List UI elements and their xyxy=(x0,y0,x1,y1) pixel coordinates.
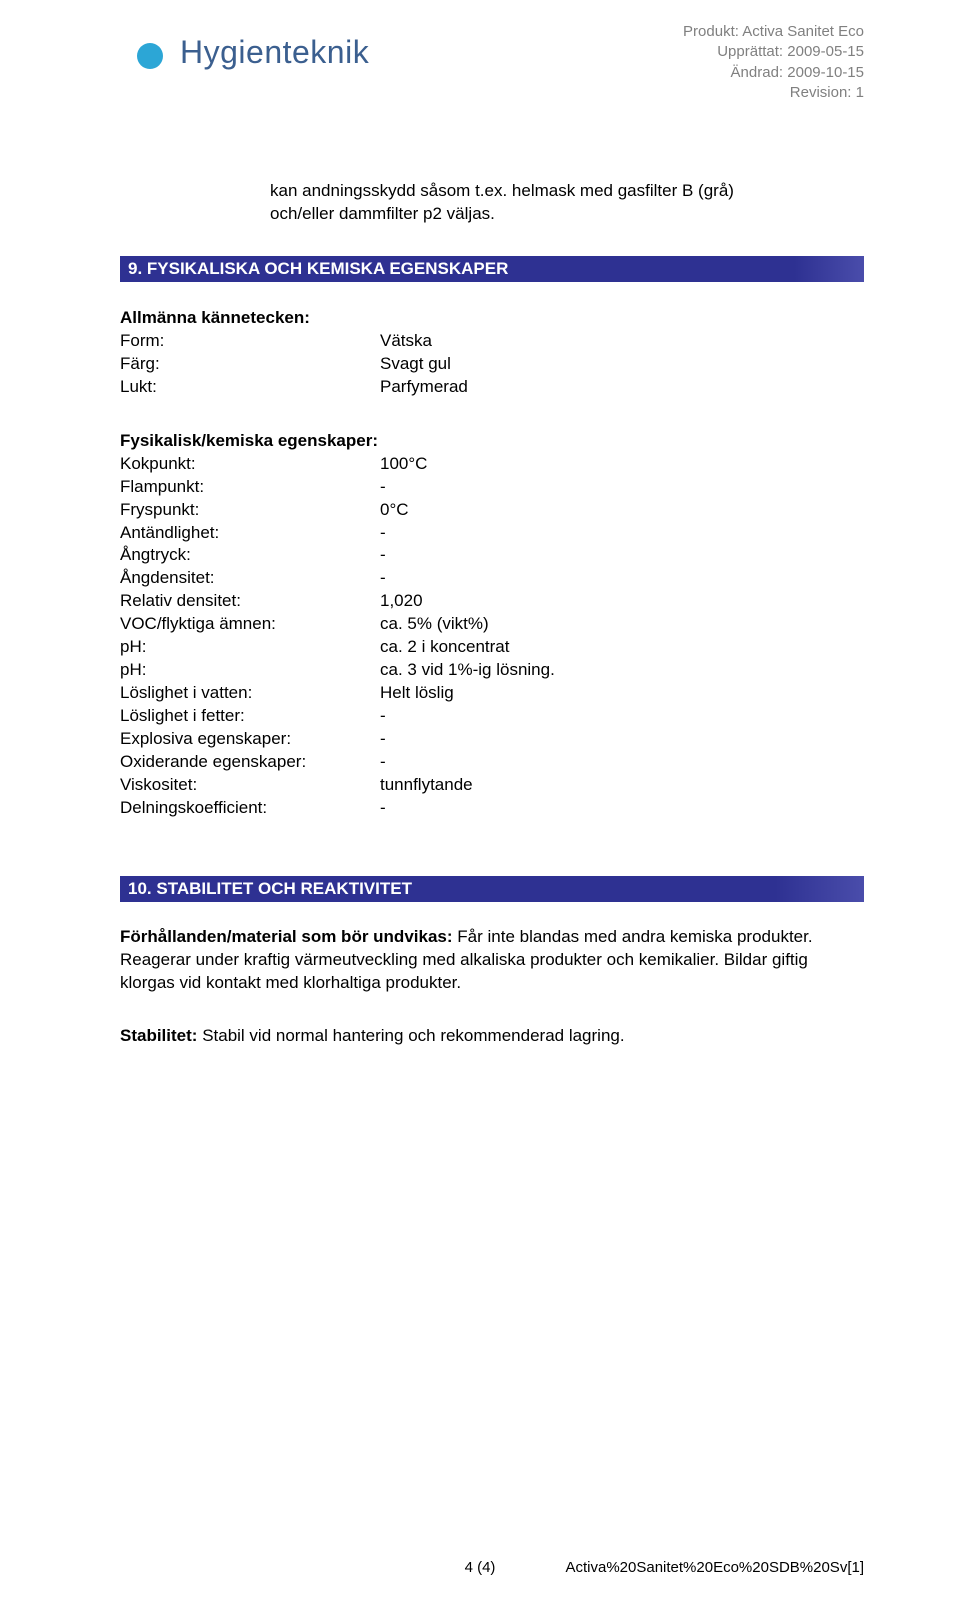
section-9-title: 9. FYSIKALISKA OCH KEMISKA EGENSKAPER xyxy=(120,256,516,282)
created-label: Upprättat: xyxy=(717,43,783,60)
general-heading: Allmänna kännetecken: xyxy=(120,308,864,328)
property-row: Delningskoefficient:- xyxy=(120,797,864,820)
revision-line: Revision: 1 xyxy=(683,83,864,103)
stability-label: Stabilitet: xyxy=(120,1026,197,1045)
property-key: Ångdensitet: xyxy=(120,567,380,590)
changed-label: Ändrad: xyxy=(731,64,784,81)
property-value: - xyxy=(380,476,864,499)
property-value: tunnflytande xyxy=(380,774,864,797)
property-value: 100°C xyxy=(380,453,864,476)
property-value: - xyxy=(380,728,864,751)
revision-value: 1 xyxy=(856,84,864,101)
section-10-title: 10. STABILITET OCH REAKTIVITET xyxy=(120,876,420,902)
property-key: Lukt: xyxy=(120,376,380,399)
property-value: Vätska xyxy=(380,330,864,353)
property-key: Explosiva egenskaper: xyxy=(120,728,380,751)
property-key: Färg: xyxy=(120,353,380,376)
property-value: - xyxy=(380,544,864,567)
product-value: Activa Sanitet Eco xyxy=(742,23,864,40)
header-meta: Produkt: Activa Sanitet Eco Upprättat: 2… xyxy=(683,22,864,103)
changed-value: 2009-10-15 xyxy=(787,64,864,81)
avoid-label: Förhållanden/material som bör undvikas: xyxy=(120,927,453,946)
property-key: Kokpunkt: xyxy=(120,453,380,476)
property-key: Delningskoefficient: xyxy=(120,797,380,820)
property-value: 0°C xyxy=(380,499,864,522)
property-row: Explosiva egenskaper:- xyxy=(120,728,864,751)
property-row: Färg:Svagt gul xyxy=(120,353,864,376)
property-row: Kokpunkt:100°C xyxy=(120,453,864,476)
product-line: Produkt: Activa Sanitet Eco xyxy=(683,22,864,42)
property-row: Ångdensitet:- xyxy=(120,567,864,590)
property-value: - xyxy=(380,705,864,728)
stability-paragraph: Stabilitet: Stabil vid normal hantering … xyxy=(120,1025,864,1048)
phys-heading: Fysikalisk/kemiska egenskaper: xyxy=(120,431,864,451)
stability-text: Stabil vid normal hantering och rekommen… xyxy=(202,1026,624,1045)
property-row: Flampunkt:- xyxy=(120,476,864,499)
property-key: Form: xyxy=(120,330,380,353)
property-row: Viskositet:tunnflytande xyxy=(120,774,864,797)
property-row: VOC/flyktiga ämnen:ca. 5% (vikt%) xyxy=(120,613,864,636)
property-key: Flampunkt: xyxy=(120,476,380,499)
property-value: Svagt gul xyxy=(380,353,864,376)
property-row: Ångtryck:- xyxy=(120,544,864,567)
property-value: ca. 2 i koncentrat xyxy=(380,636,864,659)
property-value: - xyxy=(380,751,864,774)
created-line: Upprättat: 2009-05-15 xyxy=(683,42,864,62)
product-label: Produkt: xyxy=(683,23,739,40)
property-key: VOC/flyktiga ämnen: xyxy=(120,613,380,636)
property-key: Fryspunkt: xyxy=(120,499,380,522)
changed-line: Ändrad: 2009-10-15 xyxy=(683,63,864,83)
general-properties-list: Form:VätskaFärg:Svagt gulLukt:Parfymerad xyxy=(120,330,864,399)
property-value: Helt löslig xyxy=(380,682,864,705)
section-bar-tail xyxy=(420,876,864,902)
property-key: Löslighet i vatten: xyxy=(120,682,380,705)
page: Produkt: Activa Sanitet Eco Upprättat: 2… xyxy=(0,0,960,1616)
brand-text: Hygienteknik xyxy=(180,34,369,71)
property-value: - xyxy=(380,797,864,820)
property-key: pH: xyxy=(120,659,380,682)
property-row: Oxiderande egenskaper:- xyxy=(120,751,864,774)
property-row: pH:ca. 2 i koncentrat xyxy=(120,636,864,659)
property-key: Antändlighet: xyxy=(120,522,380,545)
property-row: Lukt:Parfymerad xyxy=(120,376,864,399)
property-value: - xyxy=(380,522,864,545)
created-value: 2009-05-15 xyxy=(787,43,864,60)
logo-icon xyxy=(120,26,172,78)
property-row: Löslighet i vatten:Helt löslig xyxy=(120,682,864,705)
property-row: Relativ densitet:1,020 xyxy=(120,590,864,613)
property-key: Relativ densitet: xyxy=(120,590,380,613)
property-key: Viskositet: xyxy=(120,774,380,797)
section-9-bar: 9. FYSIKALISKA OCH KEMISKA EGENSKAPER xyxy=(120,256,864,282)
footer-filename: Activa%20Sanitet%20Eco%20SDB%20Sv[1] xyxy=(565,1559,864,1576)
property-value: ca. 3 vid 1%-ig lösning. xyxy=(380,659,864,682)
property-value: 1,020 xyxy=(380,590,864,613)
physical-properties-list: Kokpunkt:100°CFlampunkt:-Fryspunkt:0°CAn… xyxy=(120,453,864,820)
property-key: Löslighet i fetter: xyxy=(120,705,380,728)
property-row: pH:ca. 3 vid 1%-ig lösning. xyxy=(120,659,864,682)
property-value: ca. 5% (vikt%) xyxy=(380,613,864,636)
property-key: pH: xyxy=(120,636,380,659)
section-bar-tail xyxy=(516,256,864,282)
revision-label: Revision: xyxy=(790,84,852,101)
property-value: - xyxy=(380,567,864,590)
brand-logo: Hygienteknik xyxy=(120,26,369,78)
property-row: Fryspunkt:0°C xyxy=(120,499,864,522)
property-row: Antändlighet:- xyxy=(120,522,864,545)
avoid-conditions-paragraph: Förhållanden/material som bör undvikas: … xyxy=(120,926,864,995)
property-row: Löslighet i fetter:- xyxy=(120,705,864,728)
property-value: Parfymerad xyxy=(380,376,864,399)
intro-paragraph: kan andningsskydd såsom t.ex. helmask me… xyxy=(270,180,770,226)
section-10-bar: 10. STABILITET OCH REAKTIVITET xyxy=(120,876,864,902)
property-key: Oxiderande egenskaper: xyxy=(120,751,380,774)
property-row: Form:Vätska xyxy=(120,330,864,353)
property-key: Ångtryck: xyxy=(120,544,380,567)
